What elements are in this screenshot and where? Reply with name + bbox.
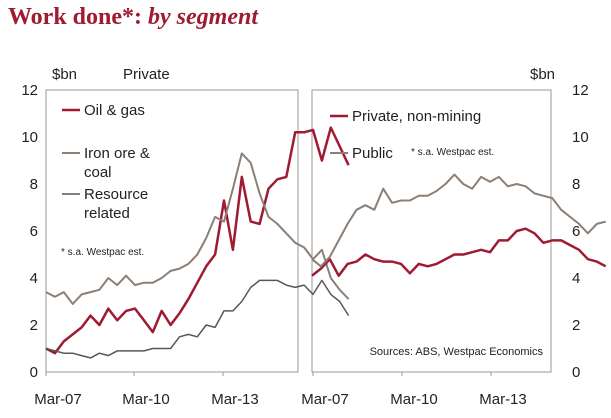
legend-label-public: Public (352, 145, 393, 162)
y-tick-label-right: 0 (572, 364, 580, 381)
legend-resource-related-line1: Resource (84, 186, 148, 203)
x-tick-label-left: Mar-13 (211, 391, 259, 408)
series-line-public (311, 173, 606, 268)
x-tick-label-right: Mar-10 (390, 391, 438, 408)
source-note: Sources: ABS, Westpac Economics (370, 346, 544, 358)
y-tick-label-left: 4 (30, 270, 38, 287)
left-panel-frame (45, 89, 299, 373)
y-tick-label-right: 12 (572, 82, 589, 99)
y-tick-label-right: 4 (572, 270, 580, 287)
y-tick-label-left: 2 (30, 317, 38, 334)
y-tick-label-right: 6 (572, 223, 580, 240)
x-tick-label-right: Mar-07 (301, 391, 349, 408)
series-line-iron-ore-coal (45, 152, 350, 305)
left-panel-note: * s.a. Westpac est. (61, 247, 144, 258)
private-panel-label: Private (123, 66, 170, 83)
y-tick-label-left: 6 (30, 223, 38, 240)
series-line-oil-gas (45, 126, 350, 355)
right-panel-frame (311, 89, 552, 373)
y-tick-label-left: 10 (21, 129, 38, 146)
x-tick-label-left: Mar-10 (122, 391, 170, 408)
chart-title-main: Work done*: (8, 4, 149, 30)
legend-iron-ore-coal-line1: Iron ore & (84, 145, 150, 162)
series-line-private-non-mining (311, 227, 607, 277)
right-panel-note: * s.a. Westpac est. (411, 147, 494, 158)
y-tick-label-right: 8 (572, 176, 580, 193)
x-tick-label-right: Mar-13 (479, 391, 527, 408)
chart-title-sub: by segment (148, 4, 258, 30)
chart-title: Work done*: by segment (8, 4, 258, 31)
legend-label-private-non-mining: Private, non-mining (352, 108, 481, 125)
legend-label-iron-ore-coal: Iron ore & coal (84, 145, 150, 181)
right-axis-unit: $bn (530, 66, 555, 83)
x-tick-label-left: Mar-07 (34, 391, 82, 408)
y-tick-label-right: 10 (572, 129, 589, 146)
legend-iron-ore-coal-line2: coal (84, 164, 112, 181)
y-tick-label-left: 0 (30, 364, 38, 381)
y-tick-label-right: 2 (572, 317, 580, 334)
legend-label-resource-related: Resource related (84, 186, 148, 222)
y-tick-label-left: 8 (30, 176, 38, 193)
y-tick-label-left: 12 (21, 82, 38, 99)
left-axis-unit: $bn (52, 66, 77, 83)
series-line-resource-related (45, 279, 350, 359)
legend-resource-related-line2: related (84, 205, 130, 222)
legend-label-oil-gas: Oil & gas (84, 102, 145, 119)
